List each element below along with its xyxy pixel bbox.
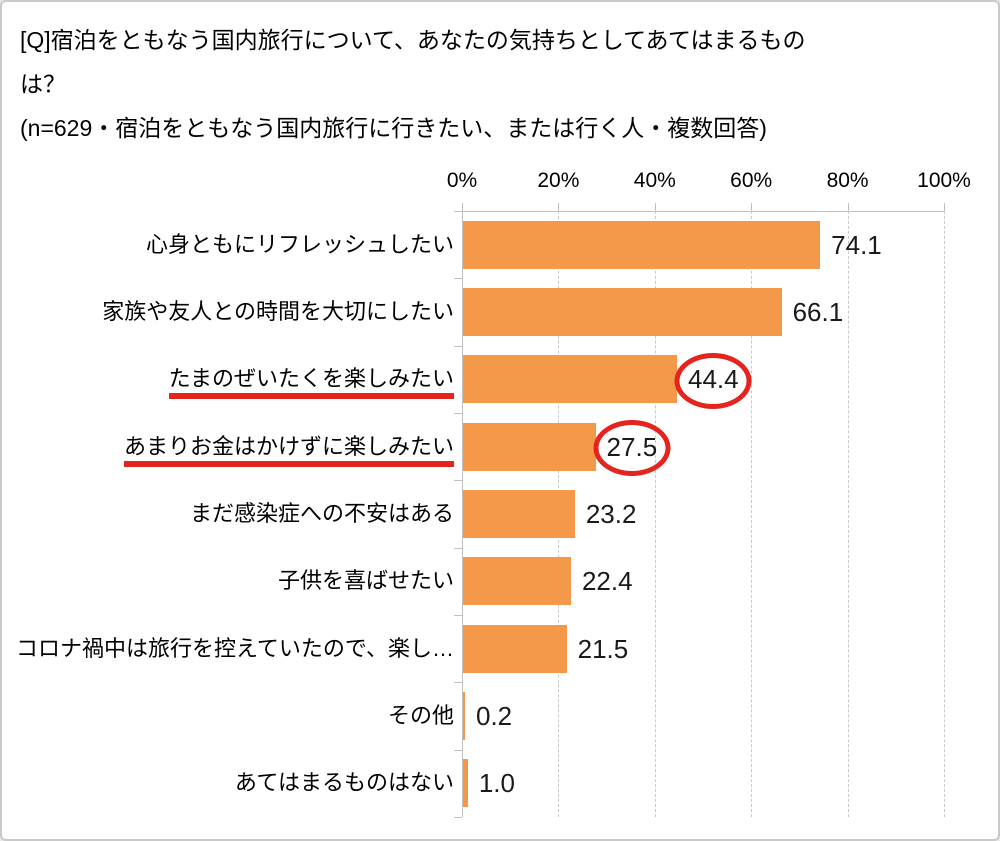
category-label-text-red-underlined: たまのぜいたくを楽しみたい	[168, 366, 454, 400]
x-axis-line	[462, 211, 944, 212]
value-label: 0.2	[476, 699, 512, 733]
x-axis-tick	[558, 203, 560, 211]
y-axis-tick	[454, 345, 462, 347]
chart-row: 子供を喜ばせたい 22.4	[2, 548, 998, 615]
category-label: 心身ともにリフレッシュしたい	[6, 227, 454, 263]
x-axis-tick	[462, 203, 463, 211]
value-label-text: 0.2	[476, 700, 513, 731]
value-label-text: 66.1	[792, 296, 844, 327]
category-label: その他	[6, 698, 454, 734]
category-label-text: その他	[387, 702, 454, 728]
category-label-text: コロナ禍中は旅行を控えていたので、楽し…	[15, 635, 454, 661]
category-label: コロナ禍中は旅行を控えていたので、楽し…	[6, 631, 454, 667]
y-axis-tick	[454, 547, 462, 549]
value-label: 1.0	[479, 766, 515, 800]
y-axis-tick	[454, 615, 462, 616]
category-label: あまりお金はかけずに楽しみたい	[6, 429, 454, 467]
question-title-line2: は？	[20, 71, 66, 97]
category-label-text: あてはまるものはない	[234, 770, 454, 796]
category-label: 家族や友人との時間を大切にしたい	[6, 294, 454, 330]
value-label: 21.5	[578, 632, 629, 666]
chart-row: まだ感染症への不安はある 23.2	[2, 480, 998, 547]
x-axis-tick-label: 80%	[826, 169, 869, 192]
category-label-text-red-underlined: あまりお金はかけずに楽しみたい	[123, 433, 454, 467]
value-label-text: 23.2	[585, 498, 637, 529]
value-label: 66.1	[793, 295, 844, 329]
x-axis-tick	[654, 203, 656, 211]
y-axis-line	[462, 211, 463, 817]
title-block: [Q]宿泊をともなう国内旅行について、あなたの気持ちとしてあてはまるもの は？ …	[20, 18, 960, 150]
y-axis-tick	[454, 480, 462, 482]
y-axis-tick	[454, 682, 462, 684]
value-label: 23.2	[586, 497, 637, 531]
chart-row: 家族や友人との時間を大切にしたい 66.1	[2, 278, 998, 345]
question-title-line1: [Q]宿泊をともなう国内旅行について、あなたの気持ちとしてあてはまるもの	[20, 27, 806, 53]
value-label: 22.4	[582, 564, 633, 598]
value-label-text: 74.1	[831, 229, 882, 260]
x-axis-tick	[944, 203, 945, 211]
x-axis-tick-label: 0%	[446, 169, 478, 192]
category-label-text: 心身ともにリフレッシュしたい	[145, 231, 454, 257]
x-axis-tick-label: 100%	[917, 169, 971, 192]
gridline	[751, 211, 753, 817]
bar	[463, 220, 821, 269]
y-axis-tick	[454, 749, 462, 751]
value-label: 44.4	[674, 352, 752, 409]
chart-row: あてはまるものはない 1.0	[2, 750, 998, 817]
bar	[463, 355, 677, 404]
chart-row: 心身ともにリフレッシュしたい 74.1	[2, 211, 998, 278]
x-axis-tick-label: 20%	[537, 169, 580, 192]
category-label-text: 家族や友人との時間を大切にしたい	[102, 298, 454, 324]
value-label-text: 21.5	[577, 633, 629, 664]
bar	[463, 557, 571, 606]
x-axis-tick	[751, 203, 753, 211]
gridline	[654, 211, 656, 817]
value-label-text: 27.5	[593, 420, 671, 477]
y-axis-tick	[454, 211, 462, 212]
y-axis-tick	[454, 817, 462, 818]
y-axis-tick	[454, 413, 462, 414]
bar	[463, 624, 567, 673]
category-label: 子供を喜ばせたい	[6, 563, 454, 599]
chart-row: あまりお金はかけずに楽しみたい 27.5	[2, 413, 998, 480]
x-axis-tick	[847, 203, 849, 211]
category-label: まだ感染症への不安はある	[6, 496, 454, 532]
bar	[463, 691, 465, 740]
value-label-text: 1.0	[478, 768, 515, 799]
red-circle-annotation	[674, 352, 752, 409]
gridline	[944, 211, 945, 817]
value-label: 27.5	[593, 420, 671, 477]
chart-row: その他 0.2	[2, 682, 998, 749]
bar	[463, 422, 596, 471]
y-axis-tick	[454, 278, 462, 280]
category-label-text: 子供を喜ばせたい	[277, 568, 454, 594]
x-axis-tick-label: 40%	[633, 169, 676, 192]
value-label-text: 22.4	[581, 566, 633, 597]
category-label-text: まだ感染症への不安はある	[189, 500, 454, 526]
bar	[463, 759, 468, 808]
category-label: たまのぜいたくを楽しみたい	[6, 361, 454, 400]
x-axis-tick-label: 60%	[730, 169, 773, 192]
value-label-text: 44.4	[674, 352, 752, 409]
sample-size-note: (n=629・宿泊をともなう国内旅行に行きたい、または行く人・複数回答)	[20, 115, 767, 141]
bar	[463, 489, 575, 538]
gridline	[847, 211, 849, 817]
red-circle-annotation	[593, 420, 671, 477]
bar	[463, 287, 782, 336]
value-label: 74.1	[831, 228, 882, 262]
chart-row: コロナ禍中は旅行を控えていたので、楽し… 21.5	[2, 615, 998, 682]
chart-row: たまのぜいたくを楽しみたい 44.4	[2, 346, 998, 413]
category-label: あてはまるものはない	[6, 765, 454, 801]
